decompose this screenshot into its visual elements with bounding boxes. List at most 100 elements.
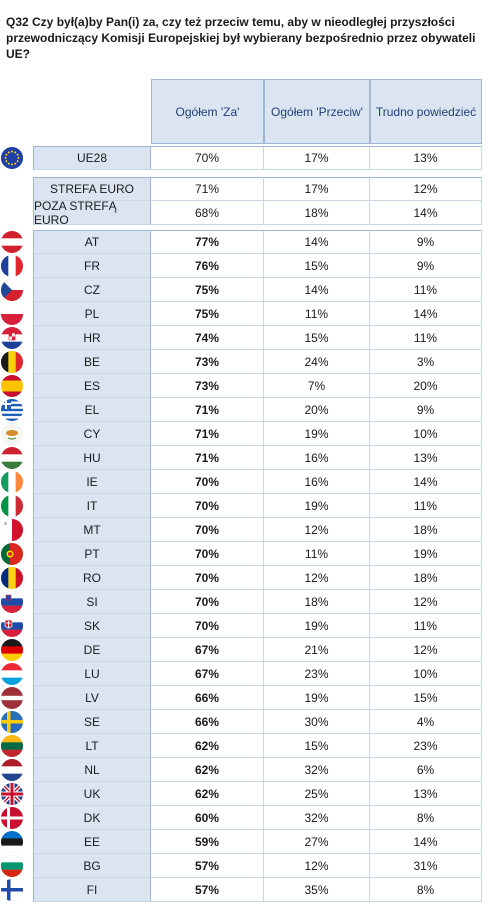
value-against: 25% (264, 782, 370, 806)
table-row-at: AT 77% 14% 9% (0, 230, 488, 254)
nl-flag-icon (1, 759, 23, 781)
row-label: SI (33, 590, 151, 614)
table-row-pl: PL 75% 11% 14% (0, 302, 488, 326)
sk-flag-icon (1, 615, 23, 637)
value-dont-know: 9% (370, 230, 482, 254)
hr-flag-icon (1, 327, 23, 349)
row-label: CZ (33, 278, 151, 302)
table-row-cy: CY 71% 19% 10% (0, 422, 488, 446)
value-dont-know: 14% (370, 830, 482, 854)
row-label: PL (33, 302, 151, 326)
row-label: CY (33, 422, 151, 446)
value-dont-know: 8% (370, 878, 482, 902)
value-against: 14% (264, 278, 370, 302)
value-for: 74% (151, 326, 264, 350)
eu-flag-icon (1, 147, 23, 169)
table-row-hr: HR 74% 15% 11% (0, 326, 488, 350)
value-dont-know: 12% (370, 177, 482, 201)
value-for: 62% (151, 782, 264, 806)
value-against: 21% (264, 638, 370, 662)
row-label: LT (33, 734, 151, 758)
value-dont-know: 12% (370, 638, 482, 662)
value-for: 59% (151, 830, 264, 854)
value-for: 62% (151, 734, 264, 758)
value-for: 73% (151, 374, 264, 398)
pl-flag-icon (1, 303, 23, 325)
value-against: 18% (264, 201, 370, 225)
row-label: IT (33, 494, 151, 518)
ee-flag-icon (1, 831, 23, 853)
table-row-ie: IE 70% 16% 14% (0, 470, 488, 494)
value-against: 32% (264, 758, 370, 782)
column-header-for: Ogółem 'Za' (151, 79, 264, 144)
row-label: POZA STREFĄ EURO (33, 199, 151, 227)
value-against: 19% (264, 494, 370, 518)
pt-flag-icon (1, 543, 23, 565)
value-for: 71% (151, 422, 264, 446)
lv-flag-icon (1, 687, 23, 709)
es-flag-icon (1, 375, 23, 397)
value-against: 24% (264, 350, 370, 374)
hu-flag-icon (1, 447, 23, 469)
value-for: 70% (151, 542, 264, 566)
de-flag-icon (1, 639, 23, 661)
value-dont-know: 19% (370, 542, 482, 566)
value-for: 66% (151, 686, 264, 710)
row-label: UK (33, 782, 151, 806)
value-dont-know: 14% (370, 470, 482, 494)
row-label: HR (33, 326, 151, 350)
value-for: 62% (151, 758, 264, 782)
value-dont-know: 14% (370, 302, 482, 326)
row-label: FR (33, 254, 151, 278)
value-against: 23% (264, 662, 370, 686)
value-for: 68% (151, 201, 264, 225)
value-dont-know: 31% (370, 854, 482, 878)
at-flag-icon (1, 231, 23, 253)
fr-flag-icon (1, 255, 23, 277)
value-against: 16% (264, 446, 370, 470)
row-label: MT (33, 518, 151, 542)
value-against: 16% (264, 470, 370, 494)
value-dont-know: 8% (370, 806, 482, 830)
value-for: 70% (151, 518, 264, 542)
value-dont-know: 13% (370, 782, 482, 806)
table-row-euro-area: STREFA EURO 71% 17% 12% (0, 177, 488, 201)
value-dont-know: 10% (370, 662, 482, 686)
value-for: 67% (151, 638, 264, 662)
uk-flag-icon (1, 783, 23, 805)
row-label: BE (33, 350, 151, 374)
value-against: 18% (264, 590, 370, 614)
value-against: 11% (264, 542, 370, 566)
dk-flag-icon (1, 807, 23, 829)
column-header-dont-know: Trudno powiedzieć (370, 79, 482, 144)
row-label: EL (33, 398, 151, 422)
value-for: 60% (151, 806, 264, 830)
table-row-fi: FI 57% 35% 8% (0, 878, 488, 902)
value-against: 12% (264, 518, 370, 542)
row-label: PT (33, 542, 151, 566)
se-flag-icon (1, 711, 23, 733)
value-dont-know: 18% (370, 518, 482, 542)
row-label: HU (33, 446, 151, 470)
table-row-ro: RO 70% 12% 18% (0, 566, 488, 590)
table-row-se: SE 66% 30% 4% (0, 710, 488, 734)
row-label: SK (33, 614, 151, 638)
row-label: EE (33, 830, 151, 854)
value-against: 30% (264, 710, 370, 734)
table-row-lu: LU 67% 23% 10% (0, 662, 488, 686)
row-label: BG (33, 854, 151, 878)
table-row-es: ES 73% 7% 20% (0, 374, 488, 398)
value-for: 76% (151, 254, 264, 278)
value-for: 73% (151, 350, 264, 374)
value-against: 19% (264, 686, 370, 710)
table-row-uk: UK 62% 25% 13% (0, 782, 488, 806)
value-against: 14% (264, 230, 370, 254)
table-row-pt: PT 70% 11% 19% (0, 542, 488, 566)
table-row-ee: EE 59% 27% 14% (0, 830, 488, 854)
it-flag-icon (1, 495, 23, 517)
value-for: 70% (151, 566, 264, 590)
row-label: AT (33, 230, 151, 254)
value-against: 19% (264, 614, 370, 638)
table-row-bg: BG 57% 12% 31% (0, 854, 488, 878)
value-against: 17% (264, 146, 370, 170)
